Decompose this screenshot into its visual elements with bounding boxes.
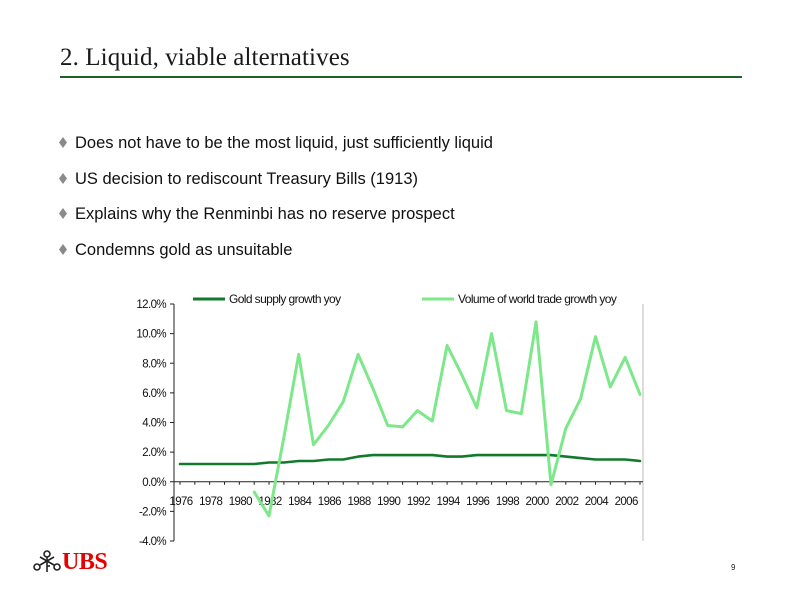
y-tick-label: 10.0% — [136, 329, 166, 341]
x-tick-label: 2000 — [526, 496, 549, 508]
bullet-item: Condemns gold as unsuitable — [58, 241, 292, 260]
y-tick-label: 8.0% — [142, 358, 166, 370]
diamond-bullet-icon — [59, 137, 67, 148]
diamond-bullet-icon — [59, 244, 67, 255]
slide-title: 2. Liquid, viable alternatives — [60, 44, 350, 71]
title-divider — [60, 76, 742, 78]
y-tick-label: 12.0% — [136, 299, 166, 311]
x-tick-label: 1990 — [377, 496, 400, 508]
x-tick-label: 2004 — [585, 496, 609, 508]
bullet-item: Does not have to be the most liquid, jus… — [58, 134, 493, 153]
x-tick-label: 1994 — [437, 496, 461, 508]
x-tick-label: 2006 — [615, 496, 638, 508]
x-tick-label: 1992 — [407, 496, 430, 508]
bullet-text: US decision to rediscount Treasury Bills… — [75, 170, 418, 188]
x-tick-label: 1998 — [496, 496, 519, 508]
x-tick-label: 1996 — [466, 496, 489, 508]
bullet-text: Explains why the Renminbi has no reserve… — [75, 205, 455, 223]
x-tick-label: 1980 — [229, 496, 252, 508]
page-number: 9 — [731, 563, 736, 572]
series-line-gold-supply — [178, 453, 642, 466]
bullet-item: US decision to rediscount Treasury Bills… — [58, 170, 418, 189]
legend-label: Volume of world trade growth yoy — [458, 292, 617, 306]
x-tick-label: 1986 — [318, 496, 341, 508]
ubs-keys-icon — [33, 550, 61, 572]
series-line-world-trade — [252, 320, 642, 518]
brand-name: UBS — [62, 549, 108, 575]
y-tick-label: 6.0% — [142, 388, 166, 400]
x-tick-label: 1976 — [169, 496, 192, 508]
y-tick-label: 4.0% — [142, 418, 166, 430]
bullet-text: Condemns gold as unsuitable — [75, 241, 293, 259]
bullet-item: Explains why the Renminbi has no reserve… — [58, 205, 455, 224]
x-tick-label: 1988 — [347, 496, 370, 508]
x-tick-label: 2002 — [555, 496, 578, 508]
bullet-text: Does not have to be the most liquid, jus… — [75, 134, 493, 152]
y-tick-label: 2.0% — [142, 447, 166, 459]
legend-label: Gold supply growth yoy — [229, 292, 341, 306]
diamond-bullet-icon — [59, 173, 67, 184]
x-tick-label: 1984 — [288, 496, 312, 508]
y-tick-label: 0.0% — [142, 477, 166, 489]
diamond-bullet-icon — [59, 208, 67, 219]
y-tick-label: -4.0% — [139, 536, 166, 548]
x-tick-label: 1978 — [199, 496, 222, 508]
y-tick-label: -2.0% — [139, 506, 166, 518]
